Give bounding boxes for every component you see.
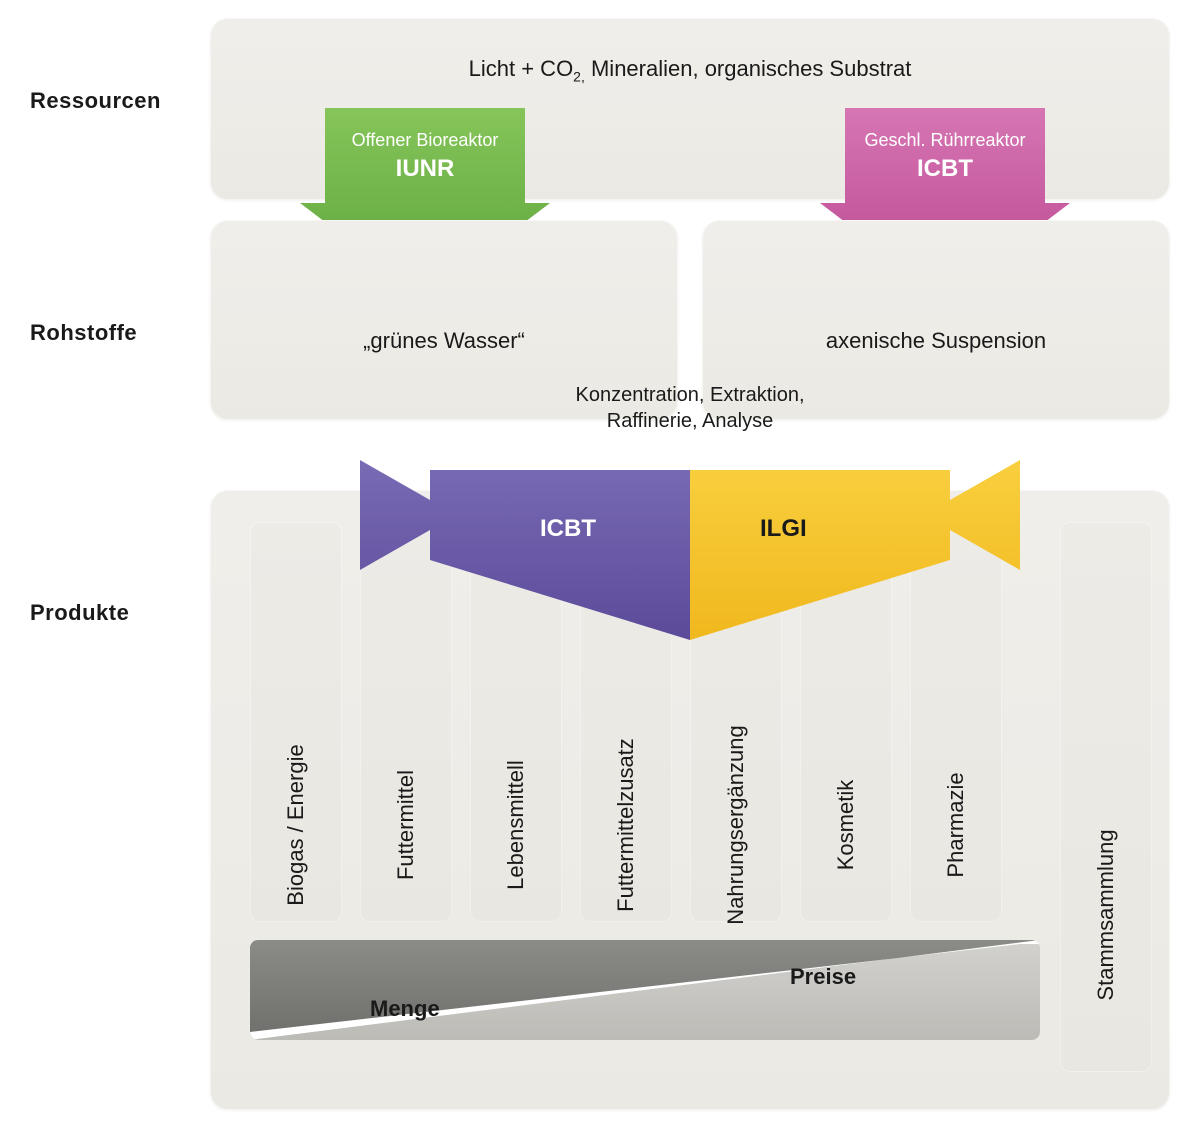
- arrow-right-line1: Geschl. Rührreaktor: [864, 130, 1025, 150]
- product-label: Nahrungsergänzung: [723, 675, 749, 975]
- label-products: Produkte: [30, 600, 129, 626]
- raw-right-text: axenische Suspension: [826, 328, 1046, 354]
- wedge-bar: Menge Preise: [250, 940, 1040, 1040]
- resources-text: Licht + CO2, Mineralien, organisches Sub…: [469, 56, 912, 84]
- arrow-left-text: Offener Bioreaktor IUNR: [300, 130, 550, 183]
- arrow-right-text: Geschl. Rührreaktor ICBT: [820, 130, 1070, 183]
- product-label: Futtermittelzusatz: [613, 675, 639, 975]
- merge-arrow: ICBT ILGI: [360, 440, 1020, 640]
- product-label: Pharmazie: [943, 675, 969, 975]
- merge-label-left: ICBT: [540, 515, 596, 543]
- product-col-last: Stammsammlung: [1060, 522, 1152, 1072]
- merge-arrow-svg: [360, 440, 1020, 640]
- merge-label-right: ILGI: [760, 515, 807, 543]
- label-raw-materials: Rohstoffe: [30, 320, 137, 346]
- center-process-line2: Raffinerie, Analyse: [607, 410, 773, 432]
- resources-text-post: Mineralien, organisches Substrat: [585, 56, 912, 81]
- center-process-label: Konzentration, Extraktion, Raffinerie, A…: [575, 382, 804, 434]
- product-col: Biogas / Energie: [250, 522, 342, 922]
- arrow-left-line2: IUNR: [300, 155, 550, 183]
- resources-text-pre: Licht + CO: [469, 56, 574, 81]
- resources-text-sub: 2,: [573, 68, 585, 84]
- label-resources: Ressourcen: [30, 88, 161, 114]
- product-label: Futtermittel: [393, 675, 419, 975]
- product-label: Kosmetik: [833, 675, 859, 975]
- wedge-label-left: Menge: [370, 996, 440, 1022]
- product-label-last: Stammsammlung: [1093, 765, 1119, 1065]
- product-label: Biogas / Energie: [283, 675, 309, 975]
- arrow-left-line1: Offener Bioreaktor: [352, 130, 499, 150]
- wedge-label-right: Preise: [790, 964, 856, 990]
- arrow-right-line2: ICBT: [820, 155, 1070, 183]
- raw-left-text: „grünes Wasser“: [363, 328, 525, 354]
- product-label: Lebensmittell: [503, 675, 529, 975]
- center-process-line1: Konzentration, Extraktion,: [575, 384, 804, 406]
- wedge-svg: [250, 940, 1040, 1040]
